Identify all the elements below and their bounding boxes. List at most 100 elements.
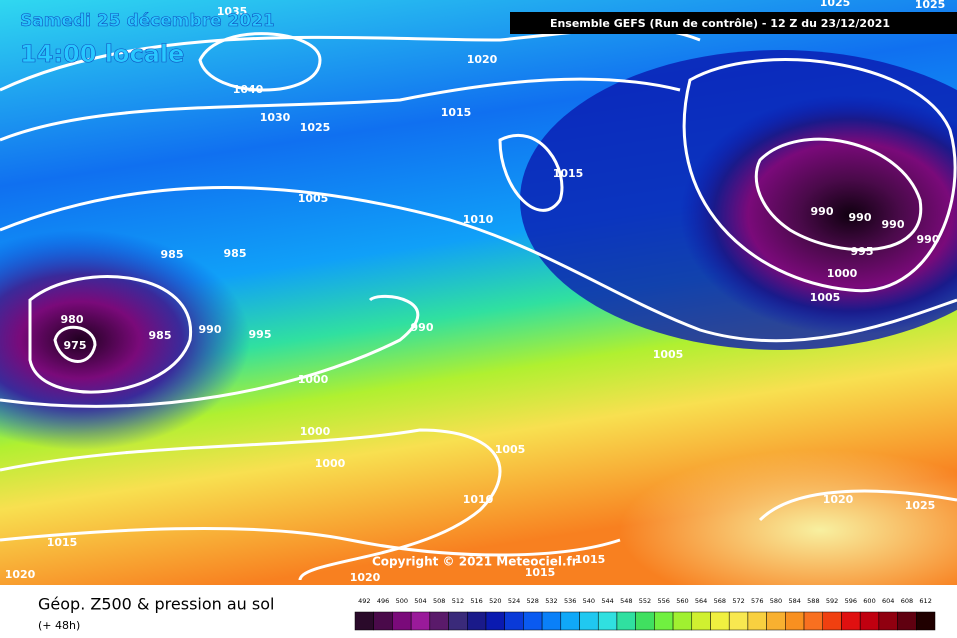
scale-swatch (785, 611, 805, 631)
isobar-label: 990 (917, 233, 940, 246)
scale-label: 536 (564, 597, 576, 605)
scale-swatch (859, 611, 880, 631)
scale-swatch (467, 611, 487, 631)
isobar-label: 985 (224, 247, 247, 260)
isobar-label: 1010 (463, 213, 494, 226)
scale-swatch (410, 611, 431, 631)
isobar-label: 975 (64, 339, 87, 352)
scale-swatch (803, 611, 823, 631)
isobar-label: 1000 (827, 267, 858, 280)
scale-label: 548 (620, 597, 632, 605)
isobars (0, 26, 957, 581)
scale-label: 576 (751, 597, 763, 605)
isobar-label: 1025 (820, 0, 851, 9)
isobar-label: 995 (249, 328, 272, 341)
scale-label: 540 (583, 597, 595, 605)
isobar-label: 1020 (467, 53, 498, 66)
isobar-label: 1000 (315, 457, 346, 470)
isobar-label: 1015 (553, 167, 584, 180)
isobar-label: 990 (849, 211, 872, 224)
scale-label: 560 (676, 597, 688, 605)
scale-swatch (747, 611, 767, 631)
legend-title: Géop. Z500 & pression au sol (38, 595, 274, 614)
scale-swatch (916, 611, 936, 631)
scale-swatch (523, 611, 543, 631)
isobar-label: 1010 (463, 493, 494, 506)
scale-swatch (597, 611, 618, 631)
scale-label: 568 (714, 597, 726, 605)
scale-label: 612 (919, 597, 931, 605)
isobar-label: 1000 (300, 425, 331, 438)
scale-label: 528 (527, 597, 539, 605)
isobar-label: 1030 (260, 111, 291, 124)
scale-swatch (654, 611, 674, 631)
isobar-label: 1020 (5, 568, 36, 581)
legend-subtitle: (+ 48h) (38, 619, 80, 632)
scale-label: 592 (826, 597, 838, 605)
scale-label: 608 (901, 597, 913, 605)
isobar-label: 990 (882, 218, 905, 231)
scale-swatch (635, 611, 655, 631)
isobar-label: 1005 (810, 291, 841, 304)
isobar-label: 1005 (495, 443, 526, 456)
isobar-label: 990 (199, 323, 222, 336)
color-scale: 492 496 500 504 508 512 516 520 524 528 532 536 540 5… (354, 597, 936, 631)
scale-swatch (392, 611, 412, 631)
scale-swatch (728, 611, 749, 631)
scale-swatch (541, 611, 562, 631)
scale-swatch (560, 611, 580, 631)
isobar-label: 985 (149, 329, 172, 342)
scale-label: 496 (377, 597, 389, 605)
scale-label: 544 (601, 597, 613, 605)
isobar-label: 1005 (298, 192, 329, 205)
isobar-label: 1040 (233, 83, 264, 96)
date: Samedi 25 décembre 2021 (20, 11, 275, 31)
scale-swatch (710, 611, 730, 631)
run-info: Ensemble GEFS (Run de contrôle) - 12 Z d… (550, 17, 890, 30)
scale-label: 532 (545, 597, 557, 605)
isobar-label: 990 (811, 205, 834, 218)
scale-label: 584 (788, 597, 800, 605)
isobar-label: 1025 (915, 0, 946, 11)
scale-label: 556 (657, 597, 669, 605)
isobar-label: 1015 (575, 553, 606, 566)
scale-label: 572 (732, 597, 744, 605)
isobar-label: 1025 (905, 499, 936, 512)
scale-label: 600 (863, 597, 875, 605)
scale-label: 512 (452, 597, 464, 605)
isobar-label: 1020 (350, 571, 381, 584)
isobar-label: 1025 (300, 121, 331, 134)
scale-swatch (485, 611, 505, 631)
scale-swatch (354, 611, 374, 631)
scale-swatch (822, 611, 842, 631)
run-banner (510, 12, 957, 34)
isobar-label: 980 (61, 313, 84, 326)
isobar-label: 985 (161, 248, 184, 261)
scale-label: 604 (882, 597, 894, 605)
scale-swatch (841, 611, 861, 631)
isobar-label: 995 (851, 245, 874, 258)
low-pressure (680, 95, 957, 335)
isobar-label: 1005 (653, 348, 684, 361)
scale-label: 520 (489, 597, 501, 605)
scale-label: 524 (508, 597, 520, 605)
copyright: Copyright © 2021 Meteociel.fr (372, 555, 578, 569)
scale-swatch (373, 611, 393, 631)
isobar-label: 1000 (298, 373, 329, 386)
isobar-label: 1015 (441, 106, 472, 119)
scale-swatch (897, 611, 917, 631)
scale-label: 516 (470, 597, 482, 605)
isobar-label: 1015 (47, 536, 78, 549)
scale-swatch (691, 611, 711, 631)
scale-swatch (616, 611, 636, 631)
isobar-label: 1015 (525, 566, 556, 579)
time: 14:00 locale (20, 40, 184, 68)
scale-swatch (429, 611, 449, 631)
scale-label: 500 (396, 597, 408, 605)
scale-swatch (672, 611, 693, 631)
low-pressure (0, 230, 250, 450)
scale-label: 552 (639, 597, 651, 605)
isobar-label: 990 (411, 321, 434, 334)
scale-swatch (878, 611, 898, 631)
